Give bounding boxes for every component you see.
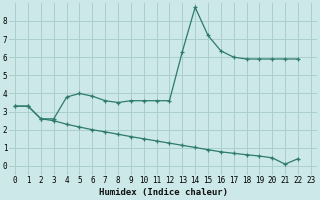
X-axis label: Humidex (Indice chaleur): Humidex (Indice chaleur)	[99, 188, 228, 197]
